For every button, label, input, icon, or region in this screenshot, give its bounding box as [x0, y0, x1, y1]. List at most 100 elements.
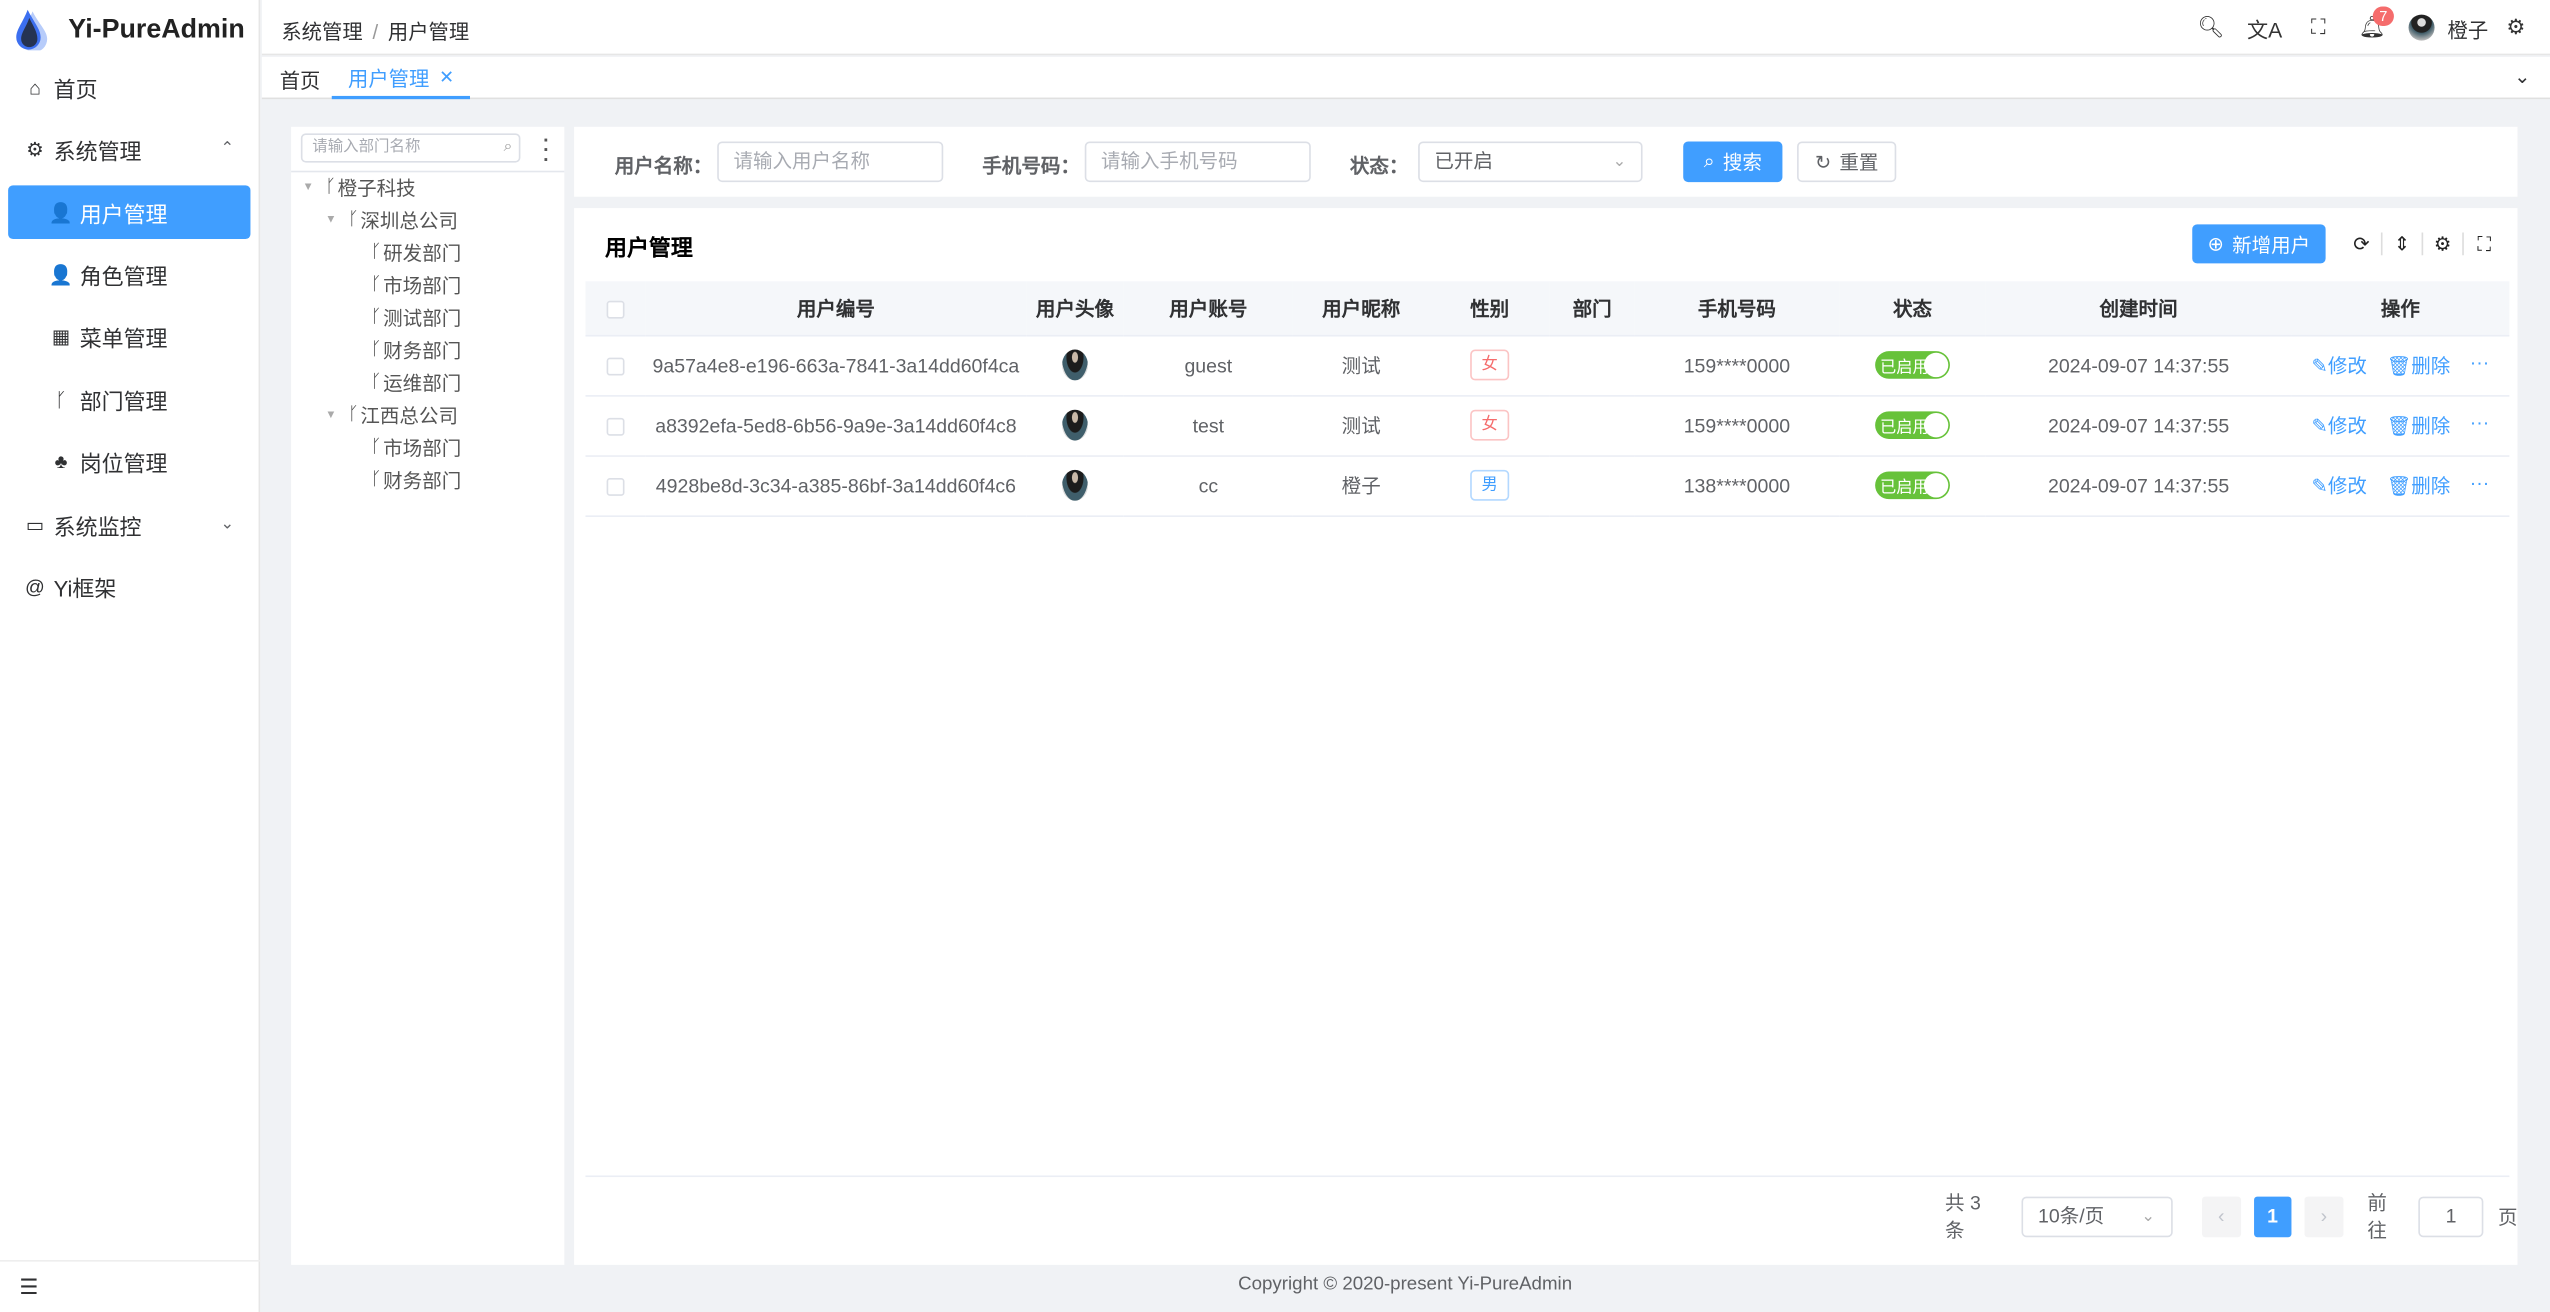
more-icon[interactable]: ···	[2469, 351, 2490, 374]
cell-phone: 138****0000	[1634, 455, 1840, 517]
next-page-button[interactable]: ›	[2304, 1195, 2344, 1237]
status-toggle[interactable]: 已启用	[1875, 411, 1950, 439]
tab-home[interactable]: 首页	[263, 57, 336, 99]
edit-icon: ✎	[2311, 354, 2328, 378]
status-toggle[interactable]: 已启用	[1875, 351, 1950, 379]
more-icon[interactable]: ···	[2469, 411, 2490, 435]
caret-down-icon[interactable]: ▼	[325, 408, 337, 421]
sidebar-item-1[interactable]: ⚙ 系统管理 ⌃	[8, 122, 250, 176]
select-cell	[585, 395, 646, 457]
density-icon[interactable]: ⇕	[2383, 232, 2424, 256]
column-header: 手机号码	[1634, 281, 1840, 336]
tree-node-label: 江西总公司	[360, 404, 459, 427]
phone-label: 手机号码：	[982, 154, 1080, 178]
sidebar-item-6[interactable]: ♣ 岗位管理	[8, 434, 250, 488]
phone-input[interactable]: 请输入手机号码	[1084, 141, 1311, 183]
dept-search-input[interactable]: 请输入部门名称 ⌕	[300, 133, 521, 163]
delete-button[interactable]: 🗑︎删除	[2386, 351, 2450, 379]
tree-node[interactable]: ᚴ 运维部门	[371, 367, 461, 396]
cell-account: test	[1123, 395, 1293, 457]
user-menu[interactable]: 橙子	[2408, 12, 2488, 43]
sidebar-item-8[interactable]: @ Yi框架	[8, 559, 250, 613]
collapse-sidebar-button[interactable]: ☰	[0, 1259, 261, 1312]
username-input[interactable]: 请输入用户名称	[717, 141, 944, 183]
row-checkbox[interactable]	[606, 477, 625, 496]
refresh-icon[interactable]: ⟳	[2342, 232, 2383, 256]
status-toggle[interactable]: 已启用	[1875, 471, 1950, 500]
total-count: 共 3 条	[1945, 1191, 1981, 1243]
created-time: 2024-09-07 14:37:55	[2047, 353, 2230, 377]
tab-user-management[interactable]: 用户管理 ✕	[331, 57, 471, 100]
tree-node[interactable]: ᚴ 测试部门	[371, 302, 461, 331]
tab-label: 用户管理	[348, 67, 430, 91]
divider	[585, 1175, 2510, 1178]
sidebar-item-label: 岗位管理	[79, 451, 168, 476]
sidebar-item-2[interactable]: 👤 用户管理	[8, 185, 251, 239]
tree-node[interactable]: ᚴ 财务部门	[371, 335, 461, 364]
sidebar-item-label: Yi框架	[53, 576, 117, 601]
goto-page-input[interactable]: 1	[2418, 1195, 2484, 1237]
caret-down-icon[interactable]: ▼	[302, 181, 314, 193]
sidebar-item-label: 用户管理	[79, 202, 168, 227]
more-vertical-icon[interactable]: · · ·	[543, 128, 550, 171]
cell-id: 4928be8d-3c34-a385-86bf-3a14dd60f4c6	[645, 455, 1027, 517]
branch-icon: ᚴ	[325, 177, 337, 197]
edit-button[interactable]: ✎修改	[2312, 471, 2367, 499]
chevron-down-icon: ⌄	[1612, 152, 1627, 171]
sidebar-item-7[interactable]: ▭ 系统监控 ⌄	[8, 497, 250, 551]
sidebar-item-5[interactable]: ᚴ 部门管理	[8, 372, 250, 426]
search-button-label: 搜索	[1722, 151, 1762, 174]
prev-page-button[interactable]: ‹	[2202, 1195, 2241, 1237]
page-size-value: 10条/页	[2038, 1203, 2105, 1227]
search-button[interactable]: ⌕ 搜索	[1683, 141, 1783, 183]
goto-label: 前往	[2367, 1191, 2387, 1243]
tree-node[interactable]: ᚴ 市场部门	[371, 270, 461, 299]
close-icon[interactable]: ✕	[439, 67, 455, 87]
column-settings-gear-icon[interactable]: ⚙	[2423, 232, 2464, 256]
branch-icon: ᚴ	[370, 372, 382, 392]
user-account: test	[1192, 413, 1225, 437]
logo[interactable]: Yi-PureAdmin	[13, 7, 257, 53]
page-size-select[interactable]: 10条/页 ⌄	[2021, 1195, 2173, 1237]
edit-button[interactable]: ✎修改	[2312, 351, 2367, 379]
tree-node[interactable]: ▼ ᚴ 江西总公司	[325, 400, 459, 429]
sidebar-item-4[interactable]: ▦ 菜单管理	[8, 309, 250, 363]
status-select[interactable]: 已开启 ⌄	[1418, 141, 1643, 183]
chevron-down-icon[interactable]: ⌄	[2514, 65, 2531, 88]
tree-node[interactable]: ᚴ 财务部门	[371, 465, 461, 494]
reset-button[interactable]: ↻ 重置	[1797, 141, 1897, 183]
sidebar: Yi-PureAdmin ⌂ 首页 ⚙ 系统管理 ⌃ 👤 用户管理 👤 角色管理 ▦ 菜单管理 ᚴ 部门…	[0, 0, 261, 1312]
trash-icon: 🗑︎	[2386, 414, 2412, 438]
delete-label: 删除	[2411, 354, 2451, 378]
delete-button[interactable]: 🗑︎删除	[2386, 411, 2450, 439]
branch-icon: ᚴ	[348, 209, 359, 230]
tree-node[interactable]: ᚴ 市场部门	[371, 432, 461, 461]
tree-node[interactable]: ᚴ 研发部门	[371, 237, 461, 266]
more-icon[interactable]: ···	[2469, 471, 2490, 495]
search-icon[interactable]: 🔍︎	[2197, 14, 2225, 40]
tree-node[interactable]: ▼ ᚴ 深圳总公司	[325, 205, 458, 234]
breadcrumb-item[interactable]: 系统管理	[281, 21, 363, 44]
user-phone: 159****0000	[1683, 353, 1791, 377]
delete-button[interactable]: 🗑︎删除	[2386, 471, 2450, 499]
sidebar-item-3[interactable]: 👤 角色管理	[8, 247, 250, 301]
tree-node-label: 运维部门	[383, 371, 462, 395]
settings-gear-icon[interactable]: ⚙	[2506, 14, 2526, 40]
fullscreen-icon[interactable]: ⛶	[2477, 232, 2492, 256]
caret-down-icon[interactable]: ▼	[325, 213, 337, 226]
bell-icon[interactable]: 🔔︎ 7	[2345, 6, 2399, 41]
row-checkbox[interactable]	[606, 417, 625, 436]
page-number[interactable]: 1	[2253, 1195, 2292, 1237]
add-user-button[interactable]: ⊕ 新增用户	[2192, 224, 2326, 264]
select-all-checkbox[interactable]	[585, 281, 646, 336]
edit-button[interactable]: ✎修改	[2312, 411, 2367, 439]
user-account: guest	[1184, 353, 1233, 377]
fullscreen-icon[interactable]: ⛶	[2310, 14, 2326, 40]
tree-node[interactable]: ▼ ᚴ 橙子科技	[302, 172, 415, 201]
avatar	[1061, 469, 1088, 501]
page-suffix: 页	[2497, 1205, 2518, 1229]
translate-icon[interactable]: 文A	[2246, 17, 2283, 42]
sidebar-item-0[interactable]: ⌂ 首页	[8, 60, 250, 114]
refresh-icon: ↻	[1814, 150, 1832, 174]
row-checkbox[interactable]	[606, 357, 625, 376]
